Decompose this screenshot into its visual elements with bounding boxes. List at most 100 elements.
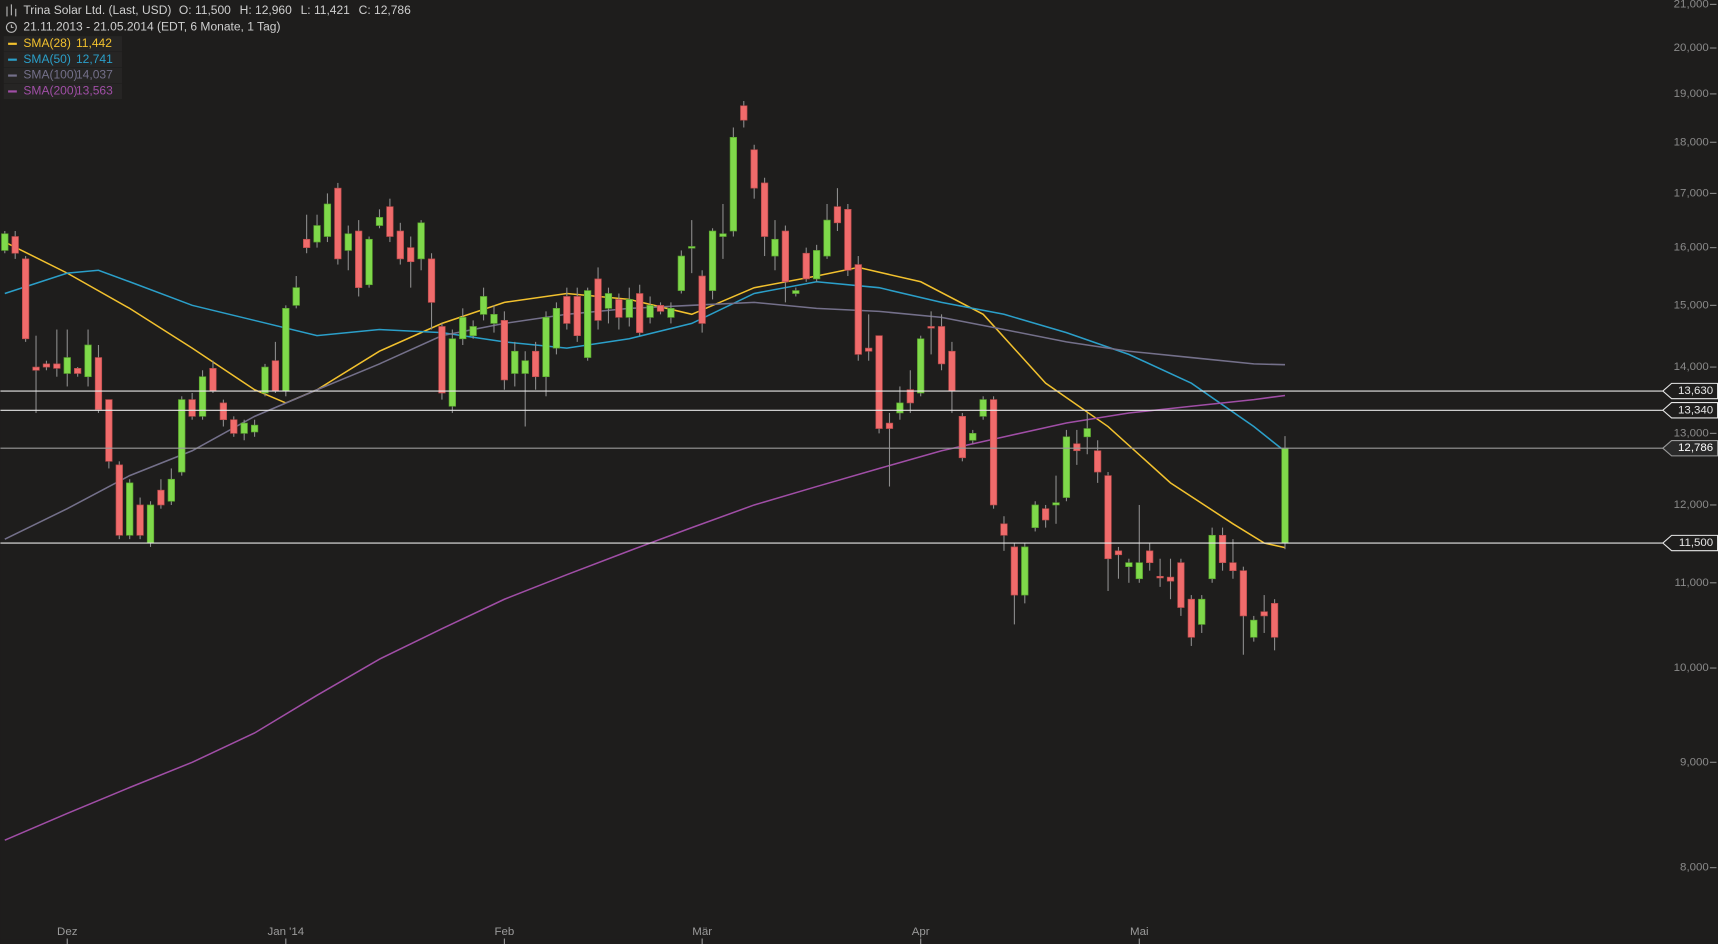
legend-value: 11,442	[76, 36, 112, 50]
candle-body	[282, 308, 290, 392]
candle-body	[781, 230, 790, 283]
candle-body	[563, 296, 571, 324]
x-tick-label: Feb	[494, 926, 514, 938]
legend-bg	[3, 36, 122, 52]
x-tick-label: Jan '14	[267, 926, 304, 938]
candle-body	[1239, 570, 1247, 617]
candle-body	[1, 233, 9, 251]
candle-body	[105, 399, 113, 462]
candle-body	[1000, 523, 1008, 536]
candle-body	[157, 489, 165, 506]
candle-body	[375, 217, 384, 226]
level-label: 13,340	[1678, 404, 1713, 416]
y-tick-label: 11,000	[1675, 577, 1709, 589]
candle-body	[917, 338, 925, 394]
candle-body	[1250, 619, 1258, 638]
y-tick-label: 18,000	[1674, 136, 1709, 148]
candle-body	[11, 236, 19, 254]
candle-body	[948, 350, 956, 392]
candle-body	[1052, 502, 1060, 506]
candles	[1, 100, 1289, 655]
bar-icon	[6, 4, 17, 17]
candle-body	[1166, 576, 1175, 582]
candle-body	[63, 357, 71, 374]
x-tick-label: Apr	[912, 926, 930, 938]
candle-body	[833, 206, 842, 224]
candle-body	[209, 368, 217, 392]
candle-body	[740, 105, 748, 121]
candle-body	[1135, 562, 1143, 580]
candle-body	[1177, 562, 1185, 608]
candle-body	[490, 314, 498, 324]
candle-body	[1073, 443, 1081, 452]
y-tick-label: 16,000	[1674, 242, 1709, 254]
legend-bg	[3, 67, 122, 84]
candle-body	[42, 363, 51, 368]
last-price-label: 12,786	[1678, 442, 1713, 454]
candle-body	[344, 233, 352, 251]
candle-body	[84, 344, 92, 378]
candle-body	[126, 482, 134, 536]
ohlc-label: O: 11,500	[179, 3, 231, 17]
candle-body	[219, 402, 227, 421]
candle-body	[438, 326, 446, 394]
candle-body	[1104, 475, 1112, 560]
candle-body	[303, 238, 311, 248]
candle-body	[854, 264, 862, 355]
candle-body	[1031, 504, 1039, 528]
candle-body	[459, 317, 467, 340]
candle-body	[469, 326, 477, 337]
candle-body	[500, 320, 509, 381]
candle-body	[1146, 550, 1154, 564]
clock-icon	[5, 21, 17, 33]
y-tick-label: 17,000	[1674, 187, 1709, 199]
candle-body	[427, 258, 436, 303]
candle-body	[146, 504, 155, 544]
y-tick-label: 20,000	[1674, 42, 1709, 54]
y-tick-label: 8,000	[1680, 862, 1709, 874]
candle-body	[969, 433, 977, 441]
candle-body	[1010, 546, 1018, 596]
candle-body	[1260, 611, 1268, 617]
candle-body	[521, 360, 529, 374]
candle-body	[417, 222, 425, 260]
candle-body	[1281, 447, 1289, 544]
x-tick-label: Mär	[692, 926, 712, 938]
candle-body	[708, 230, 717, 291]
candle-body	[729, 136, 737, 232]
y-tick-label: 10,000	[1674, 662, 1709, 674]
y-tick-label: 19,000	[1674, 88, 1709, 100]
legend-bg	[3, 52, 122, 68]
candle-body	[53, 363, 61, 369]
candle-body	[1270, 603, 1279, 638]
x-tick-label: Dez	[57, 926, 78, 938]
candle-body	[271, 360, 280, 392]
candle-body	[74, 368, 82, 374]
candle-body	[937, 326, 946, 365]
y-tick-label: 13,000	[1674, 427, 1709, 439]
candle-body	[958, 415, 966, 459]
ohlc-label: H: 12,960	[240, 3, 292, 17]
candle-body	[792, 290, 800, 294]
candle-body	[584, 290, 592, 358]
candle-body	[448, 338, 456, 407]
candle-body	[802, 252, 810, 280]
candle-body	[355, 230, 363, 288]
candle-body	[1156, 575, 1164, 579]
candle-body	[313, 225, 321, 243]
y-tick-label: 21,000	[1674, 0, 1709, 10]
candle-body	[844, 208, 852, 271]
y-tick-label: 12,000	[1674, 499, 1709, 511]
legend-name: SMA(100)	[23, 68, 77, 82]
candle-body	[94, 357, 103, 410]
candle-body	[334, 187, 342, 260]
candle-body	[261, 366, 269, 394]
candle-body	[292, 287, 300, 306]
legend-name: SMA(200)	[23, 84, 77, 98]
level-label: 11,500	[1679, 537, 1713, 549]
candle-body	[677, 255, 685, 291]
candle-body	[594, 278, 602, 321]
candle-body	[167, 478, 175, 502]
ohlc-label: C: 12,786	[359, 3, 411, 17]
candle-body	[323, 203, 332, 237]
